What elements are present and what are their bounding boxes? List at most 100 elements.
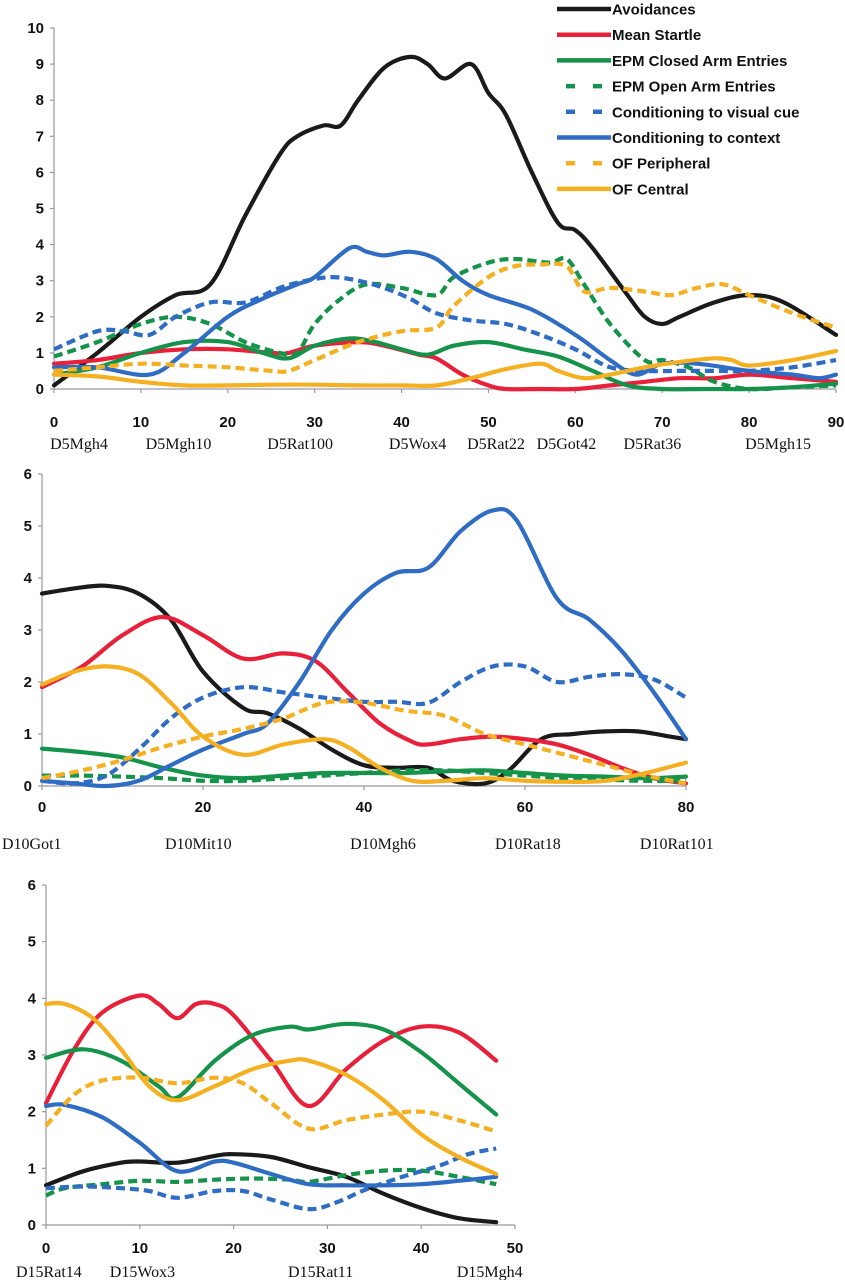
chart-d5: 0 1 2 3 4 5 6 7 8 9 10 0 10 20 30 40 50 60 70 80 90 D5Mgh4 D5M…: [27, 20, 844, 453]
legend-item: EPM Closed Arm Entries: [557, 53, 787, 70]
series-line-mean-startle: [43, 993, 499, 1109]
series-line-avoidances: [51, 54, 839, 388]
y-tick-label: 2: [24, 674, 32, 691]
x-tick-label: 10: [133, 414, 150, 431]
x-tick-label: 50: [507, 1240, 524, 1257]
marker-label: D5Got42: [537, 436, 597, 453]
x-tick-label: 40: [413, 1240, 430, 1257]
marker-label: D15Rat14: [16, 1264, 82, 1280]
chart-d15: 0 1 2 3 4 5 6 0 10 20 30 40 50 D15Rat14 D15Wox3 D15Rat1…: [16, 877, 523, 1280]
y-tick-label: 0: [36, 381, 44, 398]
x-tick-label: 0: [38, 799, 46, 816]
legend-label: EPM Closed Arm Entries: [612, 53, 787, 70]
x-tick-label: 80: [678, 799, 695, 816]
legend: Avoidances Mean Startle EPM Closed Arm Ent…: [557, 2, 800, 198]
marker-label: D5Wox4: [389, 436, 446, 453]
y-tick-label: 0: [28, 1217, 36, 1234]
y-tick-label: 5: [28, 934, 36, 951]
x-tick-label: 50: [480, 414, 497, 431]
x-tick-label: 30: [306, 414, 323, 431]
legend-label: Avoidances: [612, 2, 696, 19]
marker-label: D5Mgh10: [146, 436, 212, 453]
series-line-conditioning-to-visual-cue: [53, 275, 837, 374]
series-line-of-central: [39, 664, 689, 784]
marker-label: D5Rat22: [467, 436, 525, 453]
series-line-epm-open-arm-entries: [53, 255, 837, 392]
series-line-of-peripheral: [53, 261, 837, 375]
y-tick-label: 3: [24, 622, 32, 639]
legend-label: EPM Open Arm Entries: [612, 79, 776, 96]
legend-item: EPM Open Arm Entries: [566, 79, 776, 96]
y-tick-label: 1: [24, 726, 32, 743]
x-tick-label: 40: [393, 414, 410, 431]
y-tick-label: 2: [28, 1104, 36, 1121]
marker-label: D15Rat11: [288, 1264, 353, 1280]
series-line-conditioning-to-context: [43, 1102, 499, 1188]
series-line-mean-startle: [39, 614, 689, 786]
marker-label: D5Rat100: [267, 436, 333, 453]
y-tick-label: 1: [36, 345, 44, 362]
series-line-conditioning-to-context: [39, 506, 689, 789]
marker-label: D5Mgh15: [745, 436, 811, 453]
y-tick-label: 8: [36, 92, 44, 109]
y-tick-label: 5: [36, 201, 44, 218]
series-line-conditioning-to-visual-cue: [41, 662, 688, 786]
x-tick-label: 80: [741, 414, 758, 431]
legend-item: Avoidances: [557, 2, 696, 19]
series-line-conditioning-to-context: [51, 244, 839, 381]
series-line-avoidances: [43, 1152, 499, 1225]
y-tick-label: 5: [24, 518, 32, 535]
y-tick-label: 6: [28, 877, 36, 894]
marker-label: D5Rat36: [624, 436, 682, 453]
legend-label: Conditioning to visual cue: [612, 104, 800, 121]
x-tick-label: 60: [517, 799, 534, 816]
series-line-of-peripheral: [41, 699, 687, 786]
legend-item: OF Central: [557, 181, 689, 198]
y-tick-label: 2: [36, 309, 44, 326]
y-tick-label: 3: [28, 1047, 36, 1064]
x-tick-label: 0: [42, 1240, 50, 1257]
series-line-epm-closed-arm-entries: [43, 1021, 499, 1117]
x-tick-label: 40: [356, 799, 373, 816]
y-tick-label: 4: [28, 990, 37, 1007]
legend-label: Mean Startle: [612, 27, 701, 44]
y-tick-label: 3: [36, 273, 44, 290]
x-tick-label: 10: [131, 1240, 148, 1257]
marker-label: D10Rat18: [495, 836, 561, 853]
x-tick-label: 0: [50, 414, 58, 431]
y-tick-label: 4: [24, 570, 33, 587]
series-line-mean-startle: [51, 340, 839, 392]
y-tick-label: 1: [28, 1160, 36, 1177]
y-tick-label: 10: [27, 20, 44, 37]
marker-label: D10Mgh6: [350, 836, 416, 853]
x-tick-label: 20: [219, 414, 236, 431]
series-line-epm-closed-arm-entries: [51, 336, 839, 392]
x-tick-label: 30: [319, 1240, 336, 1257]
legend-label: OF Peripheral: [612, 156, 710, 173]
y-tick-label: 4: [36, 237, 45, 254]
series-line-epm-open-arm-entries: [41, 768, 687, 784]
y-tick-label: 7: [36, 128, 44, 145]
series-line-conditioning-to-visual-cue: [45, 1146, 497, 1212]
legend-item: OF Peripheral: [566, 156, 710, 173]
y-tick-label: 0: [24, 778, 32, 795]
marker-label: D5Mgh4: [50, 436, 108, 453]
legend-item: Conditioning to visual cue: [566, 104, 800, 121]
y-tick-label: 6: [36, 164, 44, 181]
marker-label: D10Mit10: [165, 836, 232, 853]
series-line-of-central: [43, 1000, 499, 1177]
series-line-of-peripheral: [44, 1075, 497, 1134]
x-tick-label: 60: [567, 414, 584, 431]
legend-label: Conditioning to context: [612, 130, 780, 147]
y-tick-label: 6: [24, 466, 32, 483]
x-tick-label: 20: [225, 1240, 242, 1257]
marker-label: D15Mgh4: [457, 1264, 523, 1280]
x-tick-label: 90: [828, 414, 845, 431]
legend-item: Conditioning to context: [557, 130, 780, 147]
series-line-epm-open-arm-entries: [45, 1167, 497, 1198]
x-tick-label: 70: [654, 414, 671, 431]
legend-item: Mean Startle: [557, 27, 701, 44]
marker-label: D15Wox3: [110, 1264, 175, 1280]
